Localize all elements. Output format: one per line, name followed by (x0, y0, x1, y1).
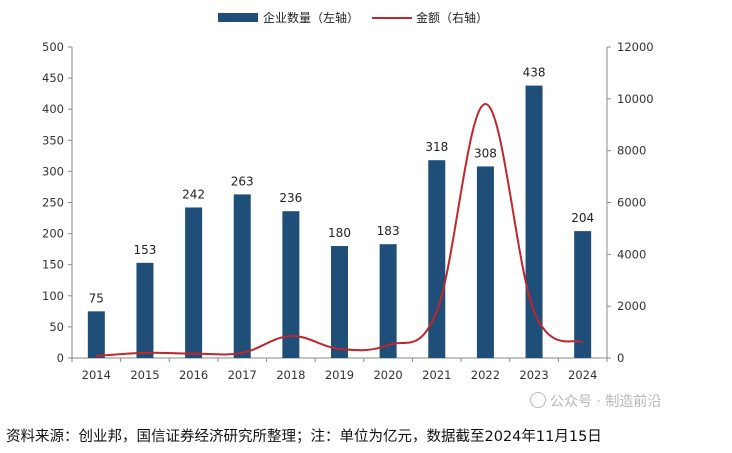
y-left-tick-label: 450 (42, 71, 64, 85)
y-left-tick-label: 150 (42, 258, 64, 272)
x-tick-label: 2014 (82, 368, 111, 382)
line-series (96, 103, 584, 357)
watermark-text: 公众号 · 制造前沿 (550, 394, 662, 410)
bar-2023 (525, 85, 543, 359)
bar-2014 (87, 311, 105, 358)
y-left-tick-label: 200 (42, 227, 64, 241)
y-left-tick-label: 0 (57, 351, 64, 365)
legend-bar-swatch (218, 13, 258, 22)
x-tick-label: 2023 (519, 368, 548, 382)
source-note: 资料来源：创业邦，国信证券经济研究所整理；注：单位为亿元，数据截至2024年11… (6, 429, 602, 445)
x-tick-label: 2024 (568, 368, 597, 382)
chart: 企业数量（左轴） 金额（右轴） 0 50 100 150 200 250 300 350 400… (42, 10, 654, 382)
legend-bar-label: 企业数量（左轴） (263, 10, 359, 25)
bar-label-2020: 183 (377, 224, 400, 238)
x-tick-label: 2016 (179, 368, 208, 382)
bar-label-2018: 236 (279, 191, 302, 205)
y-right-tick-label: 2000 (617, 299, 646, 313)
y-right-tick-label: 6000 (617, 196, 646, 210)
bar-2016 (185, 207, 203, 358)
y-right-tick-label: 8000 (617, 144, 646, 158)
bar-label-2024: 204 (571, 211, 594, 225)
x-tick-label: 2015 (130, 368, 159, 382)
y-left-tick-label: 100 (42, 289, 64, 303)
x-tick-label: 2020 (373, 368, 402, 382)
y-left-tick-label: 400 (42, 102, 64, 116)
bar-2020 (379, 244, 397, 358)
y-right-tick-label: 4000 (617, 247, 646, 261)
y-left-tick-label: 350 (42, 133, 64, 147)
x-tick-label: 2021 (422, 368, 451, 382)
bar-label-2015: 153 (134, 243, 157, 257)
bar-label-2023: 438 (523, 66, 546, 80)
wechat-icon (530, 392, 546, 408)
x-tick-label: 2019 (325, 368, 354, 382)
axes: 0 50 100 150 200 250 300 350 400 450 500 0 2000 4000 6… (42, 40, 654, 382)
bar-label-2016: 242 (182, 187, 205, 201)
x-tick-label: 2018 (276, 368, 305, 382)
bar-2017 (233, 194, 251, 358)
y-left-tick-label: 300 (42, 164, 64, 178)
x-tick-label: 2017 (228, 368, 257, 382)
y-left-tick-label: 250 (42, 196, 64, 210)
y-right-tick-label: 0 (617, 351, 624, 365)
bar-label-2021: 318 (425, 140, 448, 154)
bar-2018 (282, 211, 300, 358)
y-left-tick-label: 500 (42, 40, 64, 54)
bar-2015 (136, 262, 154, 358)
bar-label-2022: 308 (474, 146, 497, 160)
bar-series: 75 153 242 263 236 180 183 318 308 438 204 (87, 66, 594, 359)
bar-label-2019: 180 (328, 226, 351, 240)
legend-line-label: 金额（右轴） (416, 10, 488, 25)
x-tick-label: 2022 (471, 368, 500, 382)
bar-2022 (476, 166, 494, 358)
bar-2024 (574, 231, 592, 358)
bar-label-2017: 263 (231, 174, 254, 188)
y-left-tick-label: 50 (49, 320, 64, 334)
bar-2021 (428, 160, 446, 358)
y-right-tick-label: 10000 (617, 92, 654, 106)
bar-2019 (331, 246, 348, 358)
y-right-tick-label: 12000 (617, 40, 654, 54)
legend: 企业数量（左轴） 金额（右轴） (218, 10, 488, 25)
watermark: 公众号 · 制造前沿 (530, 391, 661, 411)
bar-label-2014: 75 (89, 291, 104, 305)
